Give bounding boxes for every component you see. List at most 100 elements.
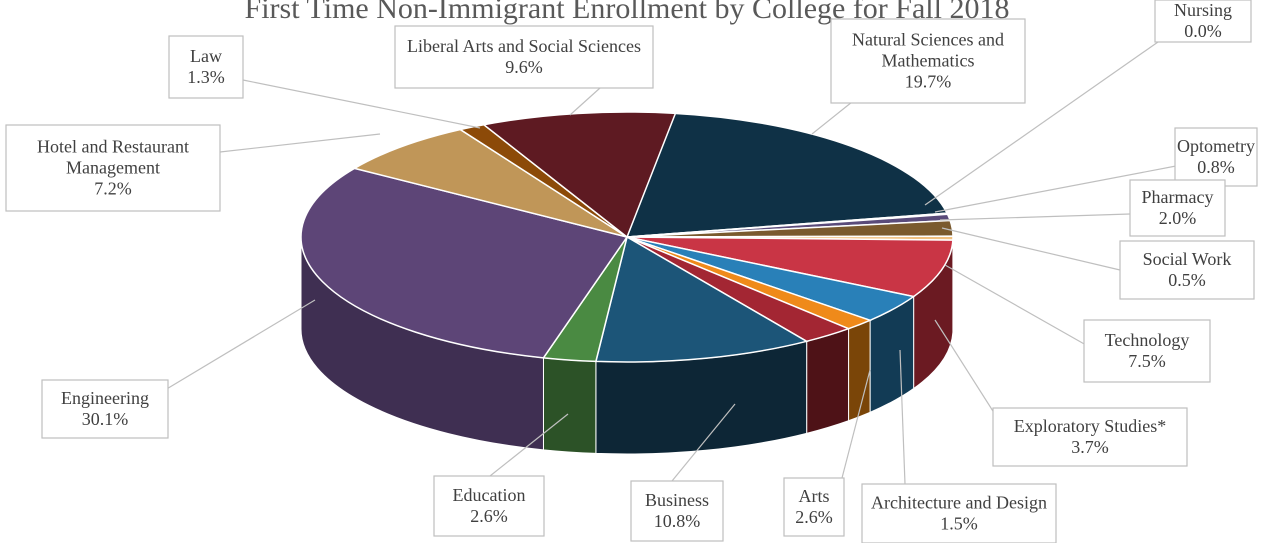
- data-label-category: Exploratory Studies*: [1014, 416, 1166, 436]
- data-label-text: Liberal Arts and Social Sciences 9.6%: [407, 36, 641, 77]
- data-label-category: Education: [453, 485, 526, 505]
- data-label-box: [394, 25, 654, 89]
- data-label-box: [1119, 240, 1255, 300]
- leader-line-optometry: [934, 165, 1177, 213]
- data-label-text: Arts 2.6%: [795, 486, 833, 527]
- data-label-business: Business 10.8%: [630, 480, 724, 542]
- data-label-box: [630, 480, 724, 542]
- pie-slice-liberal-arts-and-social-sciences: [482, 111, 677, 239]
- data-label-box: [830, 18, 1026, 104]
- data-label-text: Nursing 0.0%: [1174, 0, 1232, 41]
- data-labels: Natural Sciences and Mathematics 19.7% Nurs…: [5, 0, 1258, 543]
- data-label-nursing: Nursing 0.0%: [1154, 0, 1252, 43]
- data-label-box: [992, 407, 1188, 467]
- data-label-value: 30.1%: [82, 409, 129, 429]
- data-label-category: Optometry: [1177, 136, 1255, 156]
- data-label-value: 0.8%: [1197, 157, 1235, 177]
- data-label-value: 3.7%: [1071, 437, 1109, 457]
- data-label-technology: Technology 7.5%: [1083, 319, 1211, 383]
- leader-line-nursing: [924, 41, 1159, 206]
- data-label-category: Arts: [799, 486, 830, 506]
- data-label-box: [861, 483, 1057, 543]
- data-label-value: 2.6%: [470, 506, 508, 526]
- data-label-category: Management: [66, 158, 160, 178]
- data-label-box: [1129, 179, 1226, 237]
- data-label-category: Mathematics: [882, 51, 975, 71]
- pie-top: [300, 111, 954, 363]
- data-label-category: Pharmacy: [1142, 187, 1214, 207]
- data-label-value: 0.0%: [1184, 21, 1222, 41]
- pie-slice-business: [594, 235, 809, 363]
- data-label-text: Pharmacy 2.0%: [1142, 187, 1214, 228]
- data-label-hotel-and-restaurant-management: Hotel and Restaurant Management 7.2%: [5, 124, 221, 212]
- data-label-category: Architecture and Design: [871, 493, 1047, 513]
- pie-side-education: [542, 357, 597, 454]
- leader-line-hotel-and-restaurant-management: [219, 133, 381, 153]
- data-label-box: [41, 379, 169, 439]
- leader-line-business: [671, 403, 736, 482]
- data-label-engineering: Engineering 30.1%: [41, 379, 169, 439]
- data-label-category: Natural Sciences and: [852, 30, 1004, 50]
- leader-line-engineering: [164, 299, 316, 391]
- leader-line-arts: [841, 369, 871, 479]
- data-label-value: 9.6%: [505, 57, 543, 77]
- pie-side-architecture-and-design: [848, 319, 871, 422]
- data-label-category: Business: [645, 490, 709, 510]
- data-label-category: Nursing: [1174, 0, 1232, 20]
- leader-line-education: [489, 413, 569, 477]
- pie-side-arts: [806, 327, 850, 434]
- data-label-box: [783, 477, 845, 537]
- data-label-value: 1.5%: [940, 514, 978, 534]
- leader-line-pharmacy: [939, 213, 1131, 221]
- data-label-optometry: Optometry 0.8%: [1174, 127, 1258, 187]
- pie-slice-engineering: [300, 167, 629, 359]
- leader-line-liberal-arts-and-social-sciences: [569, 87, 601, 116]
- data-label-box: [5, 124, 221, 212]
- leader-line-natural-sciences-and-mathematics: [811, 101, 853, 135]
- data-label-box: [1083, 319, 1211, 383]
- pie-slice-natural-sciences-and-mathematics: [625, 112, 949, 238]
- data-label-value: 1.3%: [187, 67, 225, 87]
- data-label-text: Hotel and Restaurant Management 7.2%: [37, 137, 189, 199]
- leader-line-technology: [944, 264, 1087, 346]
- data-label-box: [1154, 0, 1252, 43]
- data-label-category: Hotel and Restaurant: [37, 137, 189, 157]
- data-label-exploratory-studies: Exploratory Studies* 3.7%: [992, 407, 1188, 467]
- data-label-category: Engineering: [61, 388, 149, 408]
- pie-slice-technology: [626, 236, 954, 298]
- data-label-value: 2.0%: [1159, 208, 1197, 228]
- pie-sides: [300, 236, 954, 455]
- data-label-text: Natural Sciences and Mathematics 19.7%: [852, 30, 1004, 92]
- data-label-value: 7.2%: [94, 179, 132, 199]
- leader-line-law: [242, 79, 481, 129]
- data-label-text: Education 2.6%: [453, 485, 526, 526]
- data-label-box: [1174, 127, 1258, 187]
- leader-lines: [164, 41, 1177, 485]
- data-label-text: Technology 7.5%: [1105, 330, 1190, 371]
- data-label-value: 0.5%: [1168, 270, 1206, 290]
- data-label-natural-sciences-and-mathematics: Natural Sciences and Mathematics 19.7%: [830, 18, 1026, 104]
- data-label-value: 2.6%: [795, 507, 833, 527]
- data-label-text: Architecture and Design 1.5%: [871, 493, 1047, 534]
- data-label-category: Technology: [1105, 330, 1190, 350]
- data-label-box: [168, 35, 244, 99]
- data-label-text: Law 1.3%: [187, 46, 225, 87]
- data-label-category: Social Work: [1143, 249, 1232, 269]
- data-label-text: Exploratory Studies* 3.7%: [1014, 416, 1166, 457]
- data-label-liberal-arts-and-social-sciences: Liberal Arts and Social Sciences 9.6%: [394, 25, 654, 89]
- leader-line-social-work: [941, 227, 1121, 271]
- data-label-value: 19.7%: [905, 72, 952, 92]
- leader-line-architecture-and-design: [899, 349, 906, 485]
- data-label-category: Law: [190, 46, 222, 66]
- data-label-education: Education 2.6%: [433, 475, 545, 537]
- data-label-text: Social Work 0.5%: [1143, 249, 1232, 290]
- data-label-text: Engineering 30.1%: [61, 388, 149, 429]
- data-label-arts: Arts 2.6%: [783, 477, 845, 537]
- data-label-architecture-and-design: Architecture and Design 1.5%: [861, 483, 1057, 543]
- data-label-category: Liberal Arts and Social Sciences: [407, 36, 641, 56]
- data-label-social-work: Social Work 0.5%: [1119, 240, 1255, 300]
- data-label-box: [433, 475, 545, 537]
- data-label-value: 10.8%: [654, 511, 701, 531]
- data-label-pharmacy: Pharmacy 2.0%: [1129, 179, 1226, 237]
